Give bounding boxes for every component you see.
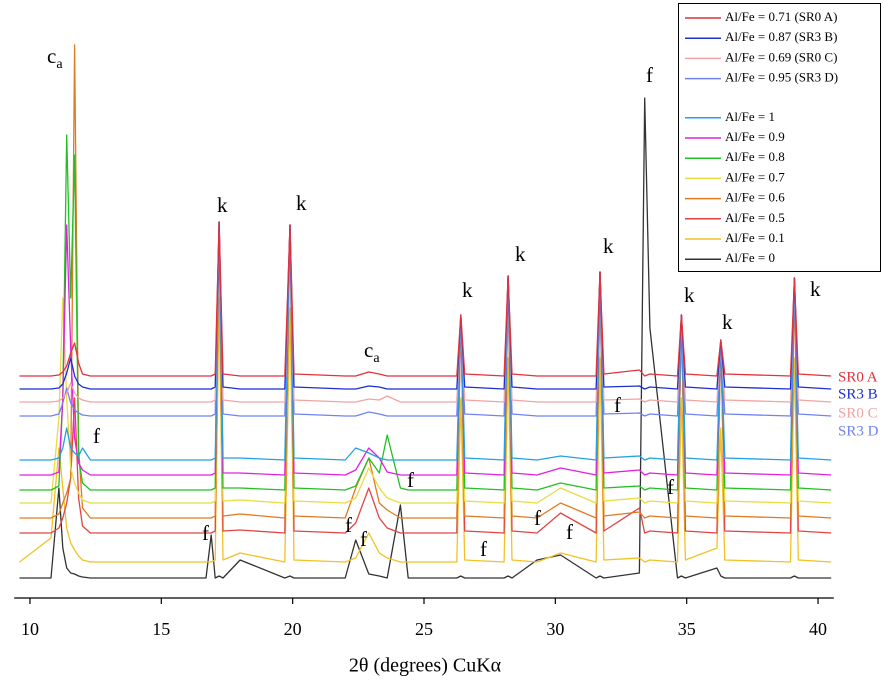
legend-label: Al/Fe = 0.8: [725, 149, 785, 164]
annotation-text: f: [614, 393, 621, 417]
annotation-text: f: [93, 424, 100, 448]
data-line: [19, 221, 832, 377]
side-label: SR0 C: [838, 405, 878, 421]
annotation: ca: [364, 338, 380, 366]
annotation: k: [603, 234, 614, 258]
data-line: [19, 221, 832, 461]
legend-label: Al/Fe = 0.71 (SR0 A): [725, 9, 837, 24]
data-line: [19, 97, 832, 579]
annotation: f: [534, 506, 541, 530]
annotation-text: k: [810, 277, 821, 301]
annotation-text: k: [722, 310, 733, 334]
annotation: f: [345, 513, 352, 537]
x-tick-label: 40: [809, 619, 827, 639]
annotation-text: c: [364, 338, 373, 362]
x-tick-label: 35: [678, 619, 696, 639]
side-label: SR3 D: [838, 423, 879, 439]
x-tick-label: 25: [415, 619, 433, 639]
legend-label: Al/Fe = 0.95 (SR3 D): [725, 70, 838, 85]
annotation-text: k: [217, 193, 228, 217]
side-label: SR0 A: [838, 369, 878, 385]
annotation: k: [684, 283, 695, 307]
annotation: k: [217, 193, 228, 217]
x-axis-label: 2θ (degrees) CuKα: [349, 655, 502, 677]
annotation: f: [646, 63, 653, 87]
annotation-subscript: a: [56, 57, 63, 72]
annotation: k: [296, 191, 307, 215]
annotation-text: f: [646, 63, 653, 87]
legend-label: Al/Fe = 0.7: [725, 169, 785, 184]
annotation-text: f: [345, 513, 352, 537]
legend-label: Al/Fe = 0.69 (SR0 C): [725, 49, 837, 64]
annotation: k: [722, 310, 733, 334]
x-tick-label: 20: [284, 619, 302, 639]
x-tick-label: 10: [21, 619, 39, 639]
annotation-text: f: [667, 475, 674, 499]
annotation-text: c: [47, 44, 56, 68]
annotation: f: [360, 527, 367, 551]
legend-label: Al/Fe = 0.87 (SR3 B): [725, 29, 837, 44]
x-tick-label: 15: [152, 619, 170, 639]
annotation: f: [614, 393, 621, 417]
annotation-text: f: [407, 468, 414, 492]
annotation: f: [202, 521, 209, 545]
annotation: f: [407, 468, 414, 492]
annotation-text: k: [296, 191, 307, 215]
legend-label: Al/Fe = 0.9: [725, 129, 785, 144]
annotation-text: k: [462, 278, 473, 302]
annotation-text: k: [684, 283, 695, 307]
legend: Al/Fe = 0.71 (SR0 A) Al/Fe = 0.87 (SR3 B)…: [678, 3, 881, 272]
annotation: k: [810, 277, 821, 301]
legend-label: Al/Fe = 0.6: [725, 190, 785, 205]
legend-label: Al/Fe = 0.5: [725, 210, 785, 225]
legend-label: Al/Fe = 0.1: [725, 230, 785, 245]
x-tick-label: 30: [546, 619, 564, 639]
annotation: k: [462, 278, 473, 302]
annotation: f: [480, 537, 487, 561]
annotation-text: f: [566, 520, 573, 544]
annotation: f: [566, 520, 573, 544]
annotation: f: [667, 475, 674, 499]
annotation-text: k: [603, 234, 614, 258]
annotation-text: k: [515, 242, 526, 266]
legend-label: Al/Fe = 0: [725, 250, 775, 265]
annotation: ca: [47, 44, 63, 72]
annotation: k: [515, 242, 526, 266]
side-label: SR3 B: [838, 386, 878, 402]
legend-label: Al/Fe = 1: [725, 109, 775, 124]
annotation-text: f: [534, 506, 541, 530]
annotation-text: f: [202, 521, 209, 545]
annotation-text: f: [480, 537, 487, 561]
data-line: [19, 297, 832, 563]
annotation-text: f: [360, 527, 367, 551]
annotation-subscript: a: [373, 351, 380, 366]
annotation: f: [93, 424, 100, 448]
